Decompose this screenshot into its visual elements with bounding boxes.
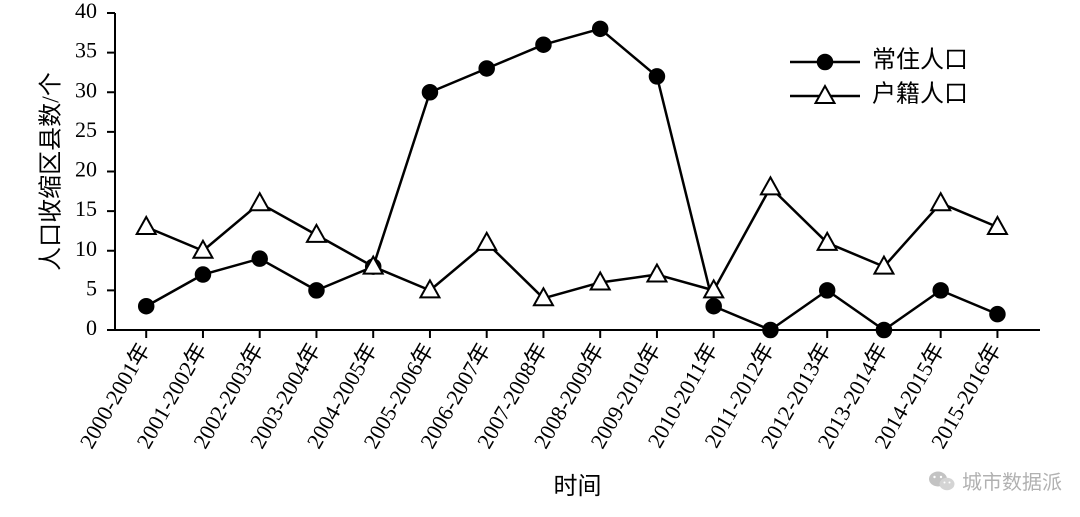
y-tick-label: 40	[75, 0, 97, 23]
legend-label: 户籍人口	[872, 81, 968, 108]
y-tick-label: 0	[86, 315, 97, 340]
x-axis-label: 时间	[554, 473, 602, 500]
legend-item-0: 常住人口	[790, 47, 968, 74]
y-tick-label: 10	[75, 236, 97, 261]
watermark: 城市数据派	[928, 466, 1062, 495]
legend-item-1: 户籍人口	[790, 81, 968, 108]
series-1	[137, 177, 1007, 305]
wechat-icon	[928, 469, 956, 493]
y-tick-label: 15	[75, 196, 97, 221]
y-tick-label: 35	[75, 38, 97, 63]
watermark-text: 城市数据派	[962, 466, 1062, 495]
legend-label: 常住人口	[872, 47, 968, 74]
y-tick-label: 5	[86, 275, 97, 300]
y-axis-label: 人口收缩区县数/个	[38, 72, 65, 271]
y-tick-label: 25	[75, 117, 97, 142]
y-tick-label: 30	[75, 77, 97, 102]
y-tick-label: 20	[75, 157, 97, 182]
population-shrinkage-chart: 0510152025303540人口收缩区县数/个2000-2001年2001-…	[0, 0, 1080, 517]
